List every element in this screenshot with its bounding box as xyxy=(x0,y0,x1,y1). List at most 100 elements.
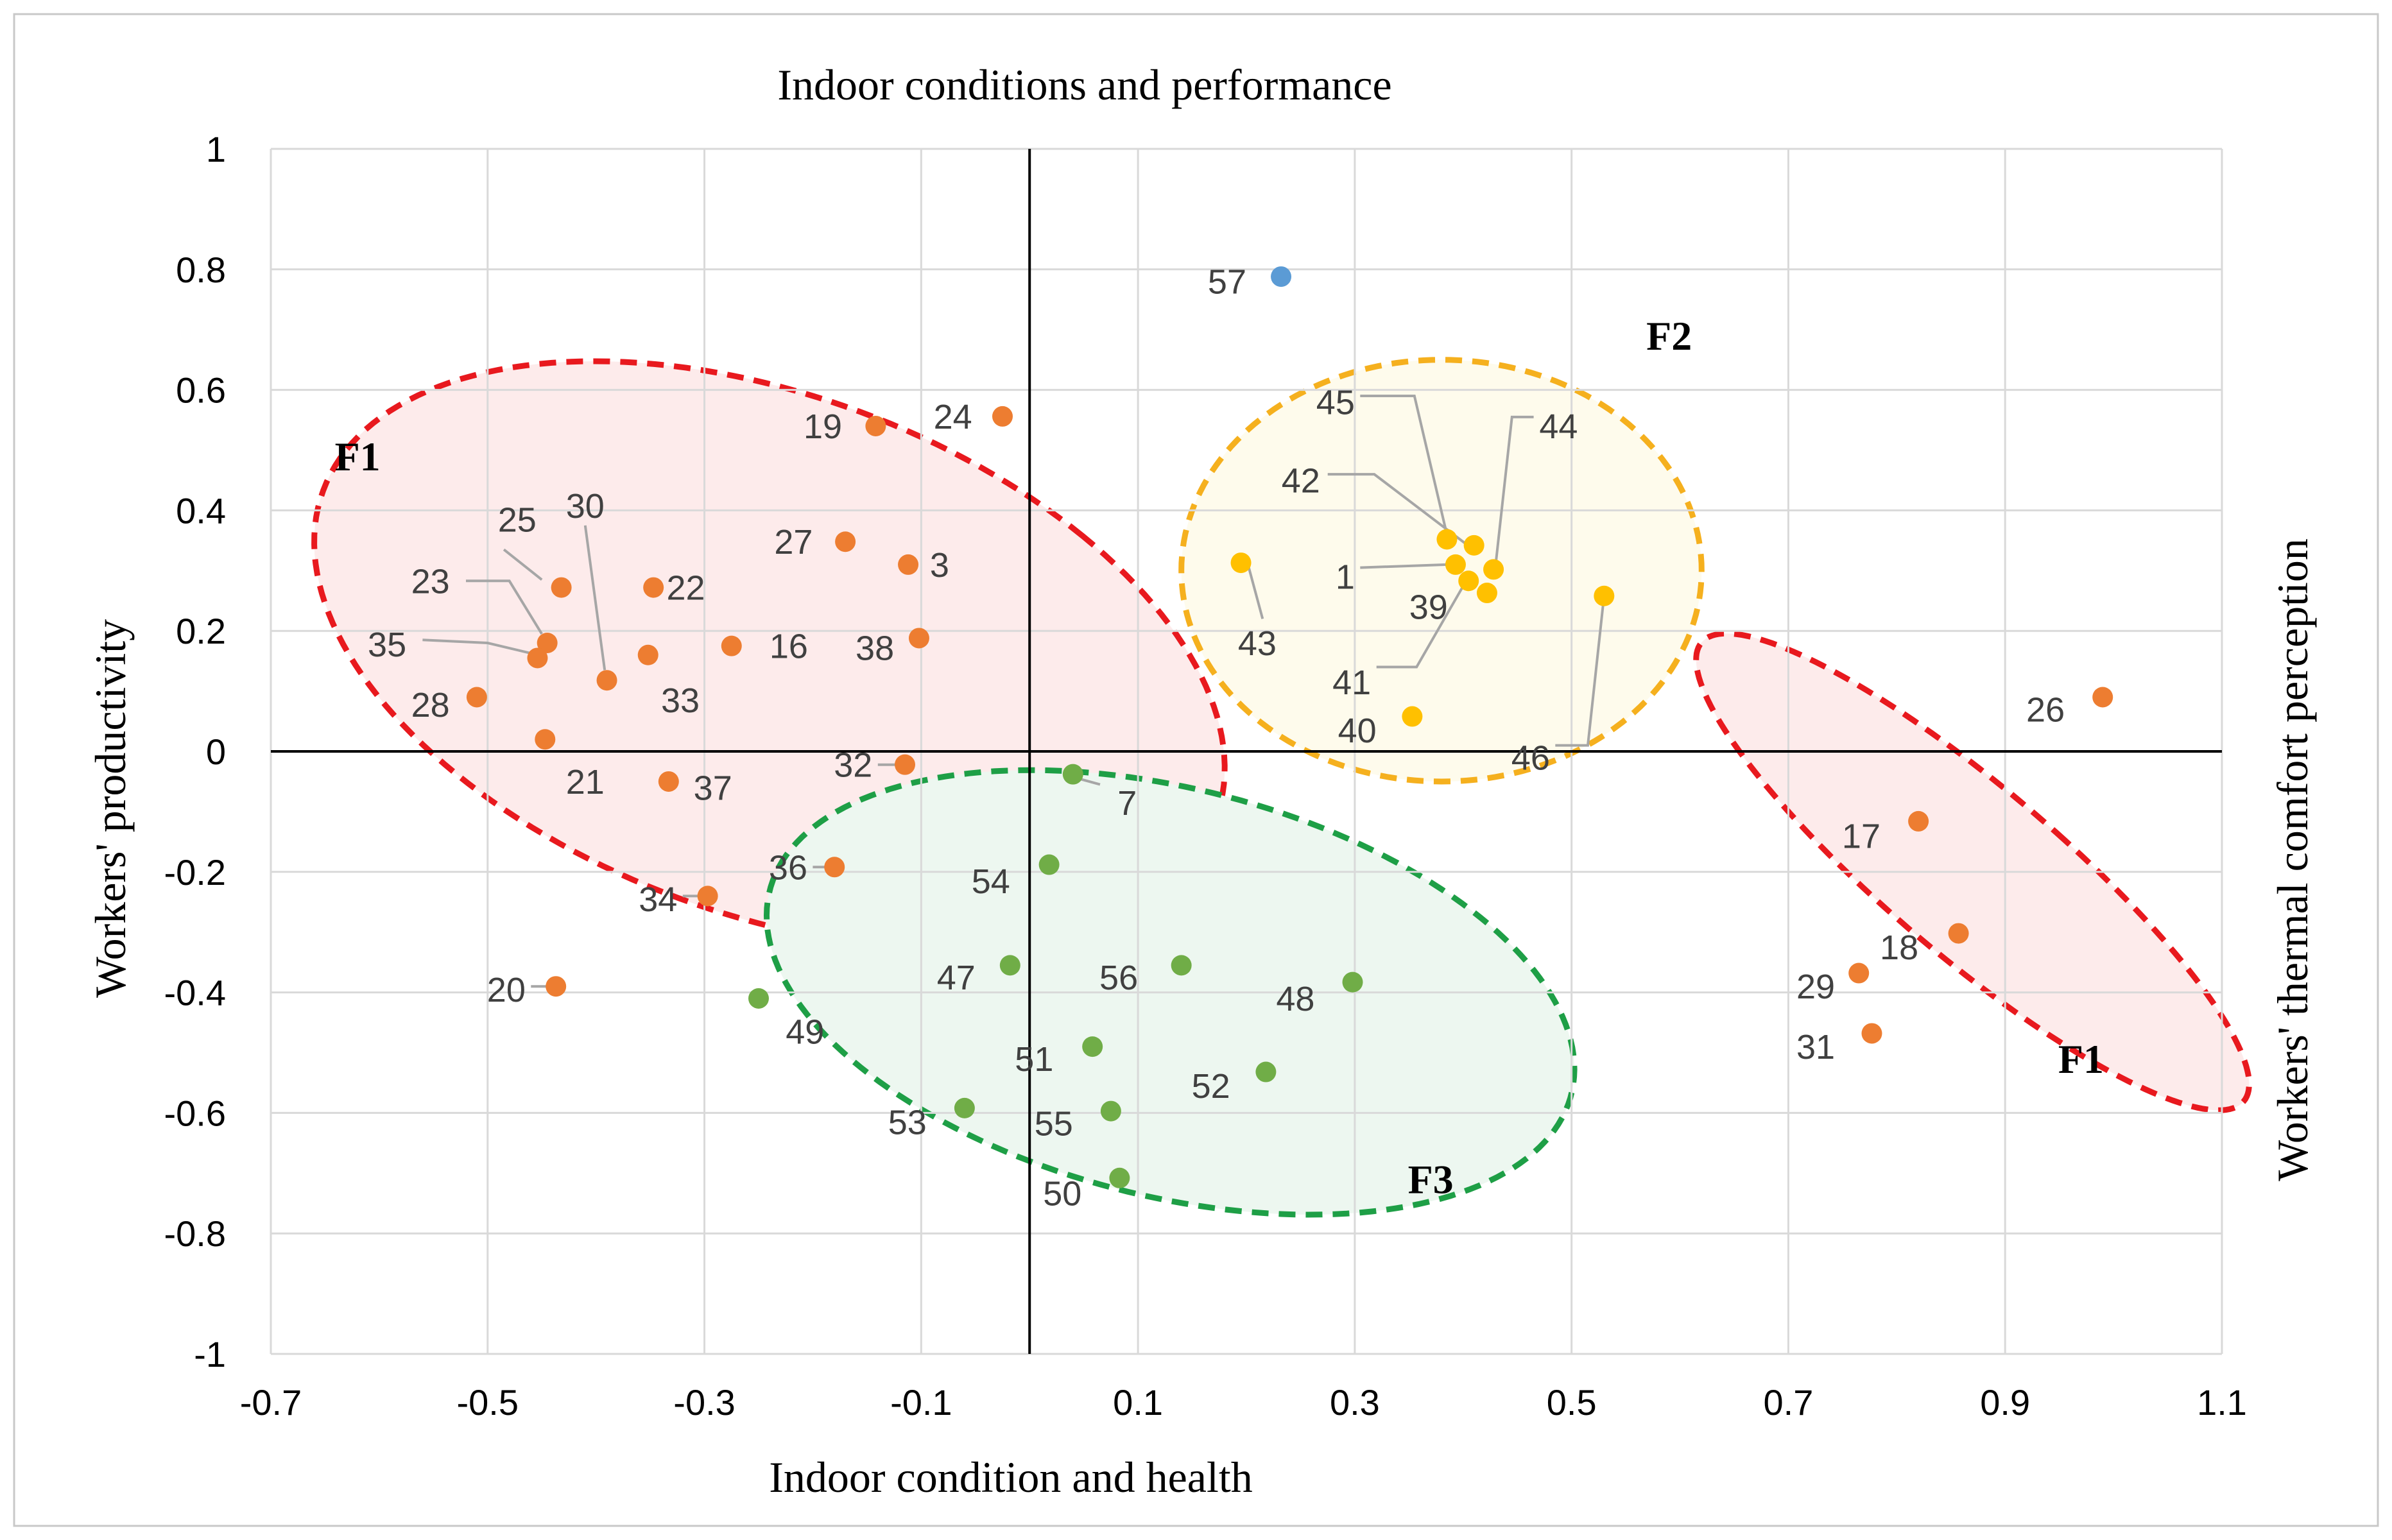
data-label-7: 7 xyxy=(1117,784,1137,823)
cluster-label-f3-2: F3 xyxy=(1408,1157,1454,1202)
y-tick-label: -0.4 xyxy=(164,973,227,1013)
data-label-26: 26 xyxy=(2026,690,2065,729)
y-axis-label: Workers' productivity xyxy=(86,619,135,998)
data-label-42: 42 xyxy=(1282,461,1320,500)
data-point-27 xyxy=(835,531,856,552)
cluster-ellipse-f2-1 xyxy=(1178,357,1705,785)
y-tick-label: 0.6 xyxy=(176,370,226,411)
leader-line-45 xyxy=(1360,395,1449,535)
data-point-42 xyxy=(1463,535,1484,556)
data-label-24: 24 xyxy=(934,398,972,436)
chart-title: Indoor conditions and performance xyxy=(777,60,1391,109)
data-label-31: 31 xyxy=(1796,1028,1835,1066)
data-label-3: 3 xyxy=(930,546,949,585)
gridlines xyxy=(270,148,2223,1355)
y-tick-label: -1 xyxy=(194,1334,226,1374)
leader-line-46 xyxy=(1555,595,1606,747)
data-label-34: 34 xyxy=(639,880,677,919)
data-point-53 xyxy=(954,1097,975,1118)
data-label-30: 30 xyxy=(566,487,605,526)
data-point-20 xyxy=(546,976,567,997)
x-tick-label: 0.5 xyxy=(1547,1382,1597,1423)
data-point-21 xyxy=(535,729,556,750)
data-label-41: 41 xyxy=(1332,663,1371,702)
data-point-56 xyxy=(1171,955,1192,976)
data-point-36 xyxy=(824,857,845,878)
data-point-32 xyxy=(895,754,915,775)
leader-line-25 xyxy=(503,548,543,581)
data-point-26 xyxy=(2092,687,2113,708)
data-point-52 xyxy=(1255,1061,1277,1082)
data-label-49: 49 xyxy=(786,1013,824,1052)
tick-labels: -0.7 -0.5 -0.3 -0.1 0.1 0.3 0.5 0.7 0.9 1.1 -1 -0.8… xyxy=(164,129,2247,1423)
y-tick-label: -0.6 xyxy=(164,1093,227,1133)
data-label-51: 51 xyxy=(1015,1040,1053,1079)
leader-line-44 xyxy=(1494,415,1534,565)
leader-line-1 xyxy=(1360,563,1447,569)
x-tick-label: 0.1 xyxy=(1113,1382,1163,1423)
y-tick-label: 1 xyxy=(206,129,226,169)
data-label-36: 36 xyxy=(769,848,807,887)
data-point-45 xyxy=(1436,529,1458,550)
x-tick-label: -0.1 xyxy=(890,1382,952,1423)
data-label-56: 56 xyxy=(1099,959,1138,997)
data-label-35: 35 xyxy=(368,626,406,664)
data-label-37: 37 xyxy=(694,769,732,807)
data-point-33 xyxy=(637,644,658,665)
x-tick-label: -0.7 xyxy=(240,1382,302,1423)
y2-axis-label: Workers' thermal comfort perception xyxy=(2268,538,2317,1181)
axes xyxy=(271,149,2222,1354)
data-point-19 xyxy=(865,415,886,436)
data-label-20: 20 xyxy=(487,971,526,1009)
y-tick-label: -0.2 xyxy=(164,852,227,893)
leader-line-23 xyxy=(466,579,543,635)
x-tick-label: 0.3 xyxy=(1330,1382,1380,1423)
y-tick-label: 0 xyxy=(206,732,226,772)
data-point-44 xyxy=(1483,559,1504,580)
data-label-17: 17 xyxy=(1842,817,1880,855)
leader-lines xyxy=(422,395,1606,988)
data-label-23: 23 xyxy=(411,562,450,601)
data-point-43 xyxy=(1230,552,1252,574)
data-label-55: 55 xyxy=(1035,1104,1073,1143)
data-point-48 xyxy=(1342,971,1363,993)
data-point-49 xyxy=(748,988,769,1009)
data-point-38 xyxy=(908,628,929,649)
y-tick-label: -0.8 xyxy=(164,1213,227,1254)
data-point-24 xyxy=(992,406,1013,427)
x-tick-label: -0.5 xyxy=(457,1382,519,1423)
data-point-31 xyxy=(1861,1023,1882,1044)
data-label-43: 43 xyxy=(1238,624,1277,663)
data-point-16 xyxy=(721,635,742,656)
leader-line-41 xyxy=(1376,576,1470,669)
data-point-28 xyxy=(466,687,487,708)
data-label-38: 38 xyxy=(856,629,894,667)
data-label-54: 54 xyxy=(972,862,1010,901)
data-point-18 xyxy=(1948,923,1969,944)
data-label-19: 19 xyxy=(804,407,842,446)
data-point-3 xyxy=(898,554,919,575)
cluster-label-f2-1: F2 xyxy=(1646,313,1692,359)
data-point-7 xyxy=(1062,764,1083,785)
data-label-28: 28 xyxy=(411,686,450,724)
data-point-25 xyxy=(551,577,572,598)
data-point-23 xyxy=(537,632,558,653)
data-label-53: 53 xyxy=(888,1103,927,1142)
data-point-37 xyxy=(658,771,679,792)
y-tick-label: 0.8 xyxy=(176,250,226,290)
data-point-57 xyxy=(1271,266,1292,287)
data-points xyxy=(466,266,2113,1188)
data-label-33: 33 xyxy=(661,681,700,720)
data-point-34 xyxy=(697,886,718,907)
data-label-21: 21 xyxy=(566,763,605,801)
data-point-47 xyxy=(999,955,1020,976)
data-label-40: 40 xyxy=(1338,712,1377,750)
data-label-32: 32 xyxy=(834,746,872,785)
leader-line-42 xyxy=(1327,473,1467,545)
data-label-47: 47 xyxy=(937,959,976,997)
data-label-44: 44 xyxy=(1539,407,1578,446)
x-axis-label: Indoor condition and health xyxy=(769,1453,1252,1502)
cluster-label-f1-0: F1 xyxy=(335,434,381,479)
